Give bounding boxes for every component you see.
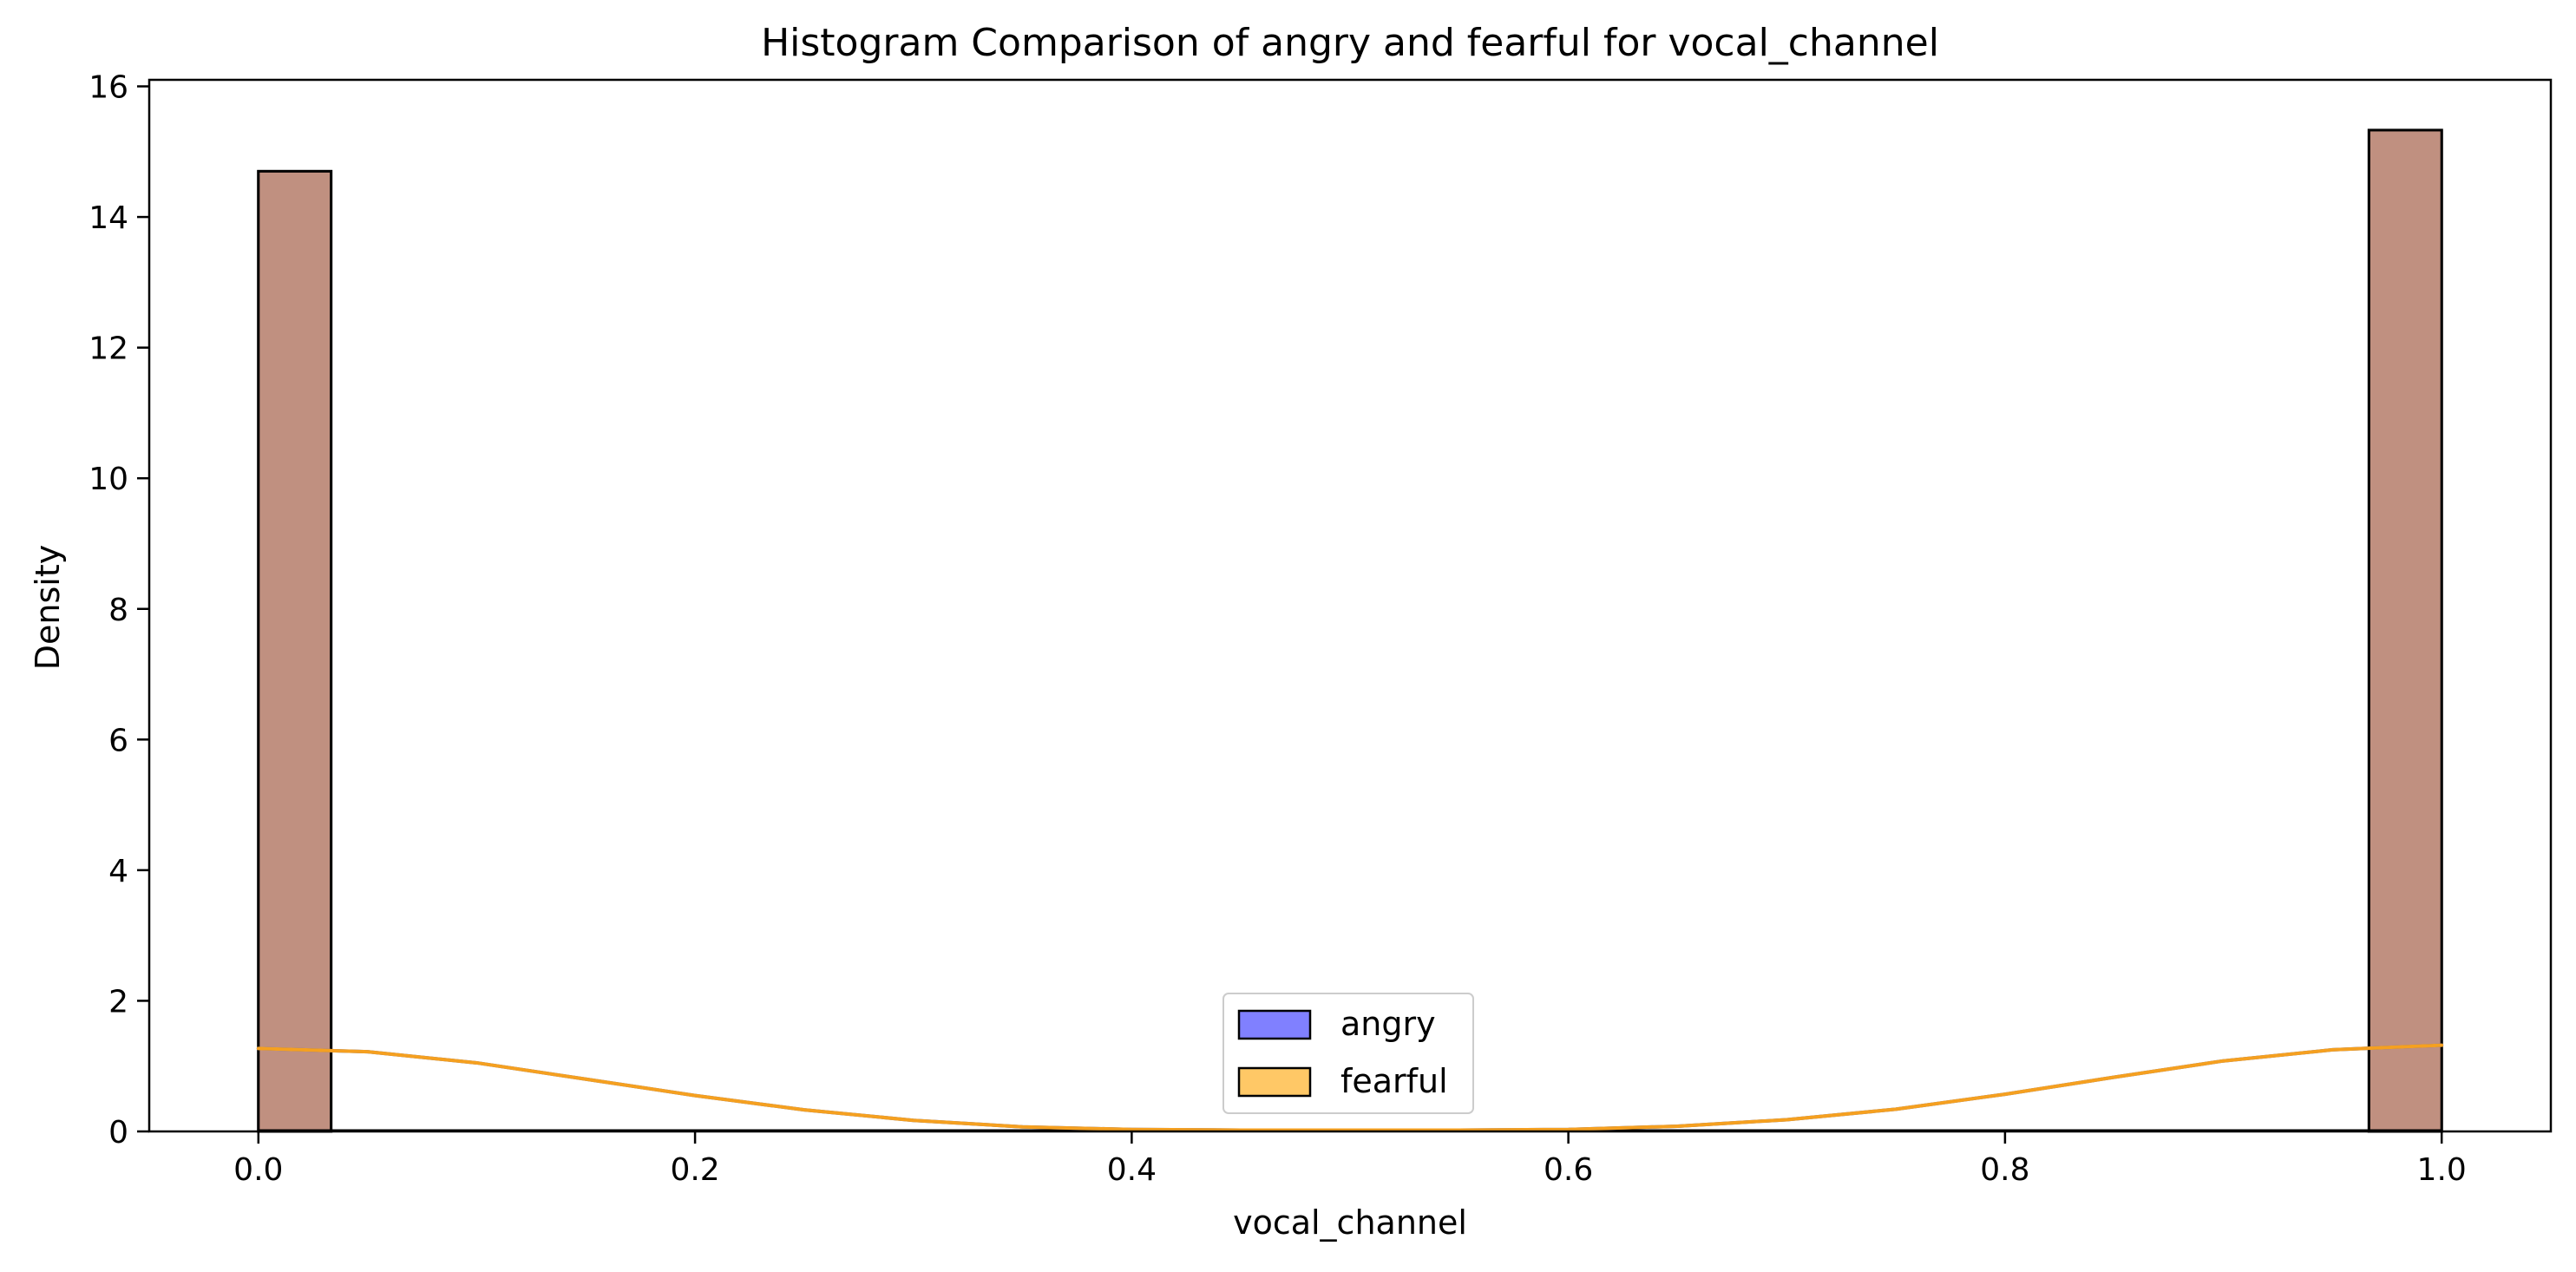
y-tick-label: 12 [88, 331, 128, 367]
y-tick-label: 2 [108, 984, 128, 1020]
x-tick-label: 1.0 [2417, 1152, 2467, 1188]
plot-frame [147, 78, 2553, 1133]
x-tick-label: 0.2 [670, 1152, 719, 1188]
y-tick-label: 14 [88, 200, 128, 236]
kde-layer [256, 1043, 2444, 1132]
bar-fearful-0 [257, 169, 333, 1133]
kde-line-fearful [256, 1043, 2444, 1132]
legend-label-angry: angry [1340, 1005, 1436, 1043]
y-tick-label: 8 [108, 593, 128, 628]
bars-layer [257, 128, 2443, 1133]
legend-swatch-fearful [1237, 1066, 1312, 1098]
y-tick-label: 16 [88, 70, 128, 106]
x-tick-label: 0.8 [1980, 1152, 2029, 1188]
x-tick-label: 0.4 [1107, 1152, 1157, 1188]
bar-fearful-1 [2367, 128, 2443, 1133]
y-tick-label: 4 [108, 854, 128, 889]
y-tick-label: 0 [108, 1115, 128, 1151]
y-axis-title: Density [29, 545, 67, 670]
legend-items: angry fearful [1237, 1005, 1448, 1100]
x-tick-label: 0.0 [233, 1152, 283, 1188]
x-axis-title: vocal_channel [1233, 1203, 1467, 1242]
chart-title: Histogram Comparison of angry and fearfu… [761, 21, 1939, 65]
y-tick-label: 6 [108, 723, 128, 758]
x-tick-label: 0.6 [1544, 1152, 1593, 1188]
y-axis: 0 2 4 6 8 10 12 14 16 [88, 70, 149, 1151]
x-axis: 0.0 0.2 0.4 0.6 0.8 1.0 [233, 1131, 2467, 1188]
legend: angry fearful [1222, 993, 1474, 1114]
y-tick-label: 10 [88, 462, 128, 497]
legend-label-fearful: fearful [1340, 1062, 1448, 1100]
legend-swatch-angry [1237, 1009, 1312, 1040]
